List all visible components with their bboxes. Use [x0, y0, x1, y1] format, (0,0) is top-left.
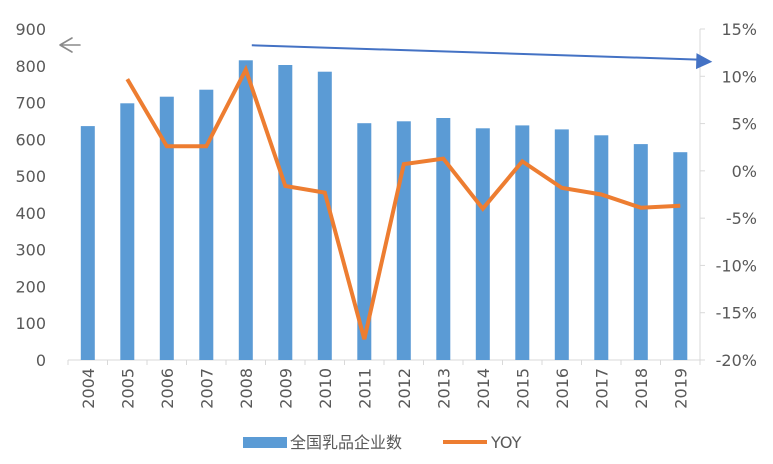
- right-axis-tick-label: -15%: [716, 304, 757, 323]
- x-axis-tick-label: 2013: [434, 368, 453, 409]
- annotations: [251, 44, 713, 70]
- right-axis-tick-label: 5%: [732, 115, 757, 134]
- trend-arrow-line: [251, 44, 703, 61]
- left-axis-tick-label: 800: [15, 57, 46, 76]
- bar-2018: [633, 144, 648, 360]
- x-axis-tick-label: 2014: [474, 368, 493, 409]
- x-axis-tick-label: 2016: [553, 368, 572, 409]
- left-axis-tick-label: 0: [36, 351, 46, 370]
- left-axis-tick-label: 500: [15, 167, 46, 186]
- x-axis-tick-label: 2005: [118, 368, 137, 409]
- right-axis-tick-label: 0%: [732, 162, 757, 181]
- legend-swatch-bar: [243, 437, 287, 448]
- bar-2011: [357, 123, 372, 360]
- legend-label-bar: 全国乳品企业数: [290, 433, 402, 452]
- bar-2008: [238, 60, 253, 361]
- x-axis-tick-label: 2011: [355, 368, 374, 409]
- x-axis: 2004 2005 2006 2007 2008 2009 2010 2011 2012 2013…: [79, 368, 690, 409]
- x-axis-tick-label: 2009: [276, 368, 295, 409]
- x-axis-tick-label: 2017: [592, 368, 611, 409]
- x-axis-tick-label: 2015: [513, 368, 532, 409]
- bar-2009: [278, 65, 293, 360]
- left-arrow-icon[interactable]: [59, 37, 81, 53]
- x-axis-tick-label: 2008: [237, 368, 256, 409]
- trend-arrow-head: [696, 53, 713, 70]
- x-axis-tick-label: 2004: [79, 368, 98, 409]
- x-axis-tick-label: 2012: [395, 368, 414, 409]
- bar-2017: [594, 135, 609, 360]
- right-axis-tick-label: -20%: [716, 351, 757, 370]
- x-axis-tick-label: 2019: [671, 368, 690, 409]
- bar-2013: [436, 118, 451, 360]
- left-axis-tick-label: 400: [15, 204, 46, 223]
- right-axis-tick-label: -10%: [716, 256, 757, 275]
- bar-2014: [475, 128, 490, 360]
- left-axis: 0 100 200 300 400 500 600 700 800 900: [15, 20, 46, 370]
- left-axis-tick-label: 600: [15, 130, 46, 149]
- right-axis-tick-label: 15%: [721, 20, 757, 39]
- right-axis-tick-label: 10%: [721, 67, 757, 86]
- x-axis-tick-label: 2018: [632, 368, 651, 409]
- legend: 全国乳品企业数 YOY: [243, 433, 522, 452]
- x-axis-tick-label: 2007: [197, 368, 216, 409]
- bar-2004: [80, 126, 95, 360]
- bar-2012: [396, 121, 411, 360]
- bar-2015: [515, 125, 530, 361]
- x-axis-tick-label: 2006: [158, 368, 177, 409]
- bar-2007: [199, 89, 214, 360]
- left-axis-tick-label: 300: [15, 241, 46, 260]
- left-axis-tick-label: 100: [15, 314, 46, 333]
- right-axis-tick-label: -5%: [726, 209, 757, 228]
- bar-2006: [159, 96, 174, 360]
- legend-label-line: YOY: [490, 433, 522, 452]
- bar-2019: [673, 152, 688, 360]
- right-axis: -20% -15% -10% -5% 0% 5% 10% 15%: [716, 20, 757, 370]
- left-axis-tick-label: 700: [15, 94, 46, 113]
- x-axis-tick-label: 2010: [316, 368, 335, 409]
- bar-2016: [554, 129, 569, 360]
- bar-2005: [120, 103, 135, 361]
- left-axis-tick-label: 900: [15, 20, 46, 39]
- plot-area: [67, 28, 705, 365]
- bar-2010: [317, 71, 332, 360]
- left-axis-tick-label: 200: [15, 277, 46, 296]
